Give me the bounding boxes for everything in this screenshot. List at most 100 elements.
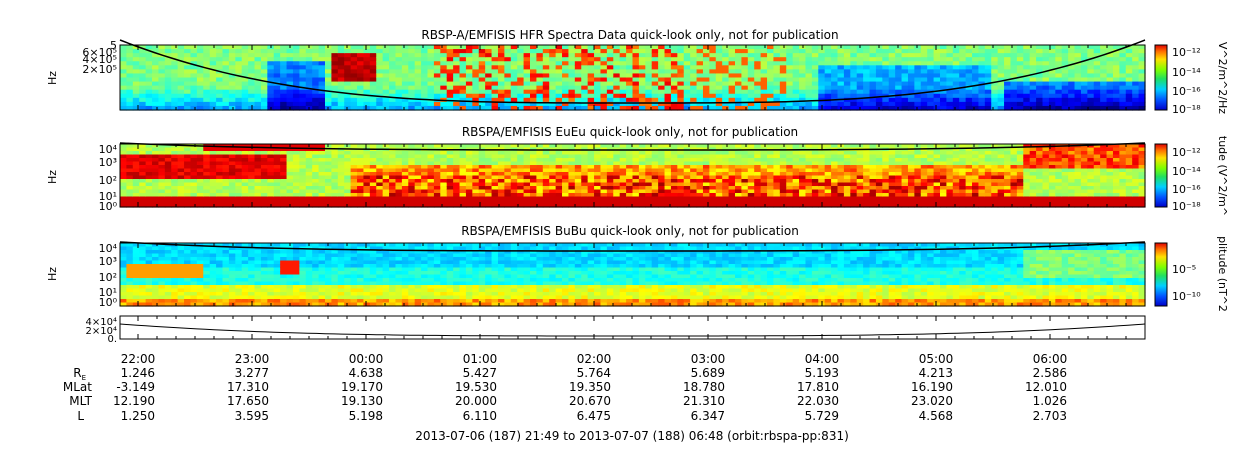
spectrogram-cell: [1055, 97, 1063, 103]
spectrogram-cell: [248, 193, 256, 198]
spectrogram-cell: [767, 165, 775, 170]
spectrogram-cell: [901, 200, 909, 205]
spectrogram-cell: [702, 161, 710, 166]
spectrogram-cell: [497, 193, 505, 198]
spectrogram-cell: [472, 161, 480, 166]
spectrogram-cell: [305, 81, 313, 87]
spectrogram-cell: [882, 161, 890, 166]
spectrogram-cell: [850, 77, 858, 83]
spectrogram-cell: [574, 193, 582, 198]
spectrogram-cell: [171, 105, 179, 111]
spectrogram-cell: [895, 73, 903, 79]
spectrogram-cell: [312, 49, 320, 54]
spectrogram-cell: [805, 57, 813, 62]
spectrogram-cell: [299, 196, 307, 201]
spectrogram-cell: [446, 73, 454, 79]
spectrogram-cell: [510, 77, 518, 83]
spectrogram-cell: [280, 193, 288, 198]
spectrogram-cell: [433, 61, 441, 66]
spectrogram-cell: [472, 175, 480, 180]
spectrogram-cell: [120, 196, 128, 201]
spectrogram-cell: [843, 189, 851, 194]
spectrogram-cell: [613, 189, 621, 194]
spectrogram-cell: [190, 151, 198, 156]
spectrogram-cell: [280, 97, 288, 103]
spectrogram-cell: [747, 101, 755, 107]
spectrogram-cell: [305, 73, 313, 79]
spectrogram-cell: [497, 93, 505, 99]
spectrogram-cell: [863, 73, 871, 79]
spectrogram-cell: [818, 193, 826, 198]
spectrogram-cell: [811, 101, 819, 107]
spectrogram-cell: [350, 161, 358, 166]
spectrogram-cell: [1138, 45, 1146, 50]
spectrogram-cell: [741, 93, 749, 99]
spectrogram-cell: [241, 161, 249, 166]
spectrogram-cell: [664, 151, 672, 156]
spectrogram-cell: [350, 144, 358, 149]
spectrogram-cell: [767, 89, 775, 95]
spectrogram-cell: [863, 81, 871, 87]
spectrogram-cell: [1010, 77, 1018, 83]
spectrogram-cell: [357, 85, 365, 91]
spectrogram-cell: [209, 158, 217, 163]
spectrogram-cell: [1125, 105, 1133, 111]
spectrogram-cell: [709, 85, 717, 91]
spectrogram-cell: [1119, 57, 1127, 62]
spectrogram-cell: [171, 89, 179, 95]
spectrogram-cell: [1010, 101, 1018, 107]
spectrogram-cell: [1055, 81, 1063, 87]
spectrogram-cell: [767, 186, 775, 191]
spectrogram-cell: [850, 200, 858, 205]
spectrogram-cell: [606, 81, 614, 87]
spectrogram-cell: [952, 158, 960, 163]
spectrogram-cell: [260, 186, 268, 191]
spectrogram-cell: [491, 196, 499, 201]
spectrogram-cell: [946, 200, 954, 205]
spectrogram-cell: [1036, 73, 1044, 79]
spectrogram-cell: [619, 97, 627, 103]
spectrogram-cell: [305, 193, 313, 198]
spectrogram-cell: [574, 69, 582, 75]
spectrogram-cell: [735, 89, 743, 95]
spectrogram-cell: [747, 73, 755, 79]
spectrogram-cell: [991, 81, 999, 87]
spectrogram-cell: [478, 49, 486, 54]
spectrogram-cell: [216, 172, 224, 177]
spectrogram-cell: [895, 196, 903, 201]
spectrogram-cell: [747, 168, 755, 173]
spectrogram-cell: [542, 61, 550, 66]
spectrogram-cell: [158, 165, 166, 170]
spectrogram-cell: [754, 93, 762, 99]
spectrogram-cell: [401, 200, 409, 205]
spectrogram-cell: [856, 93, 864, 99]
spectrogram-cell: [946, 61, 954, 66]
spectrogram-cell: [895, 65, 903, 70]
spectrogram-cell: [433, 89, 441, 95]
spectrogram-cell: [1106, 105, 1114, 111]
spectrogram-cell: [786, 65, 794, 70]
spectrogram-cell: [325, 179, 333, 184]
spectrogram-cell: [709, 57, 717, 62]
spectrogram-cell: [465, 45, 473, 50]
spectrogram-cell: [408, 93, 416, 99]
spectrogram-cell: [389, 144, 397, 149]
spectrogram-cell: [658, 158, 666, 163]
spectrogram-cell: [959, 53, 967, 58]
spectrogram-cell: [433, 105, 441, 111]
spectrogram-cell: [414, 168, 422, 173]
spectrogram-cell: [940, 147, 948, 152]
spectrogram-cell: [318, 61, 326, 66]
spectrogram-cell: [421, 85, 429, 91]
spectrogram-cell: [1119, 69, 1127, 75]
spectrogram-cell: [530, 49, 538, 54]
spectrogram-cell: [965, 45, 973, 50]
spectrogram-cell: [626, 196, 634, 201]
spectrogram-cell: [542, 49, 550, 54]
spectrogram-cell: [869, 186, 877, 191]
spectrogram-cell: [248, 172, 256, 177]
spectrogram-cell: [735, 105, 743, 111]
spectrogram-cell: [824, 57, 832, 62]
spectrogram-cell: [389, 101, 397, 107]
spectrogram-cell: [260, 193, 268, 198]
